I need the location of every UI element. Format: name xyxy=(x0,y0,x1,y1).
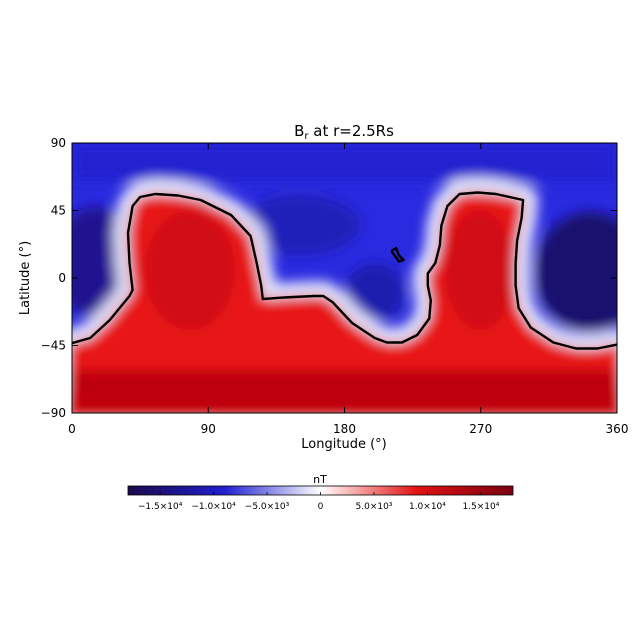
colorbar-tick-label: −1.0×10⁴ xyxy=(191,502,236,512)
colorbar-label: nT xyxy=(313,473,327,486)
x-tick-label: 270 xyxy=(469,422,492,436)
colorbar-tick-label: 1.0×10⁴ xyxy=(409,502,446,512)
colorbar-tick-label: −5.0×10³ xyxy=(245,502,290,512)
y-tick-label: 45 xyxy=(51,204,66,218)
x-axis: 0 90 180 270 360 xyxy=(68,143,628,436)
y-tick-label: −90 xyxy=(41,406,66,420)
chart-title: Br at r=2.5Rs xyxy=(294,122,394,142)
y-axis: 90 45 0 −45 −90 xyxy=(41,136,617,420)
x-tick-label: 360 xyxy=(606,422,629,436)
y-tick-label: −45 xyxy=(41,339,66,353)
x-tick-label: 90 xyxy=(201,422,216,436)
y-tick-label: 0 xyxy=(58,271,66,285)
colorbar: nT −1.5×10⁴ −1.0×10⁴ −5.0×10³ 0 5.0×10³ 1.0×1… xyxy=(127,473,514,512)
y-axis-label: Latitude (°) xyxy=(18,241,33,315)
x-tick-label: 180 xyxy=(333,422,356,436)
plot-area xyxy=(71,142,618,414)
neutral-line-1 xyxy=(72,191,617,350)
y-tick-label: 90 xyxy=(51,136,66,150)
colorbar-tick-label: −1.5×10⁴ xyxy=(138,502,183,512)
colorbar-tick-label: 0 xyxy=(318,502,324,512)
colorbar-tick-label: 1.5×10⁴ xyxy=(462,502,499,512)
colorbar-tick-label: 5.0×10³ xyxy=(356,502,393,512)
neutral-line-2 xyxy=(390,246,405,263)
x-axis-label: Longitude (°) xyxy=(301,437,386,452)
x-tick-label: 0 xyxy=(68,422,76,436)
